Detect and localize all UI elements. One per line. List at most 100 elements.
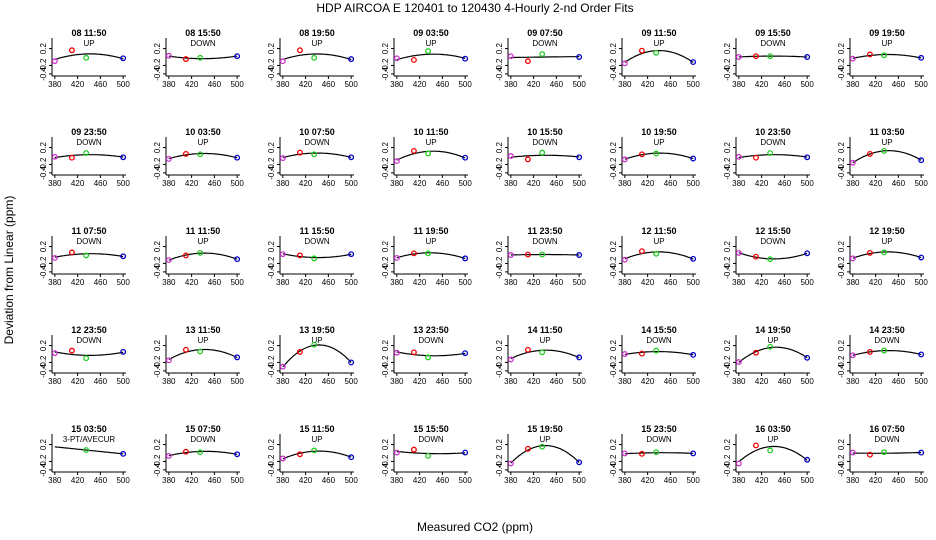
fit-curve <box>510 56 580 59</box>
x-tick-label: 420 <box>755 476 769 485</box>
panel-title: 11 19:50 <box>413 226 448 236</box>
x-tick-label: 460 <box>778 80 792 89</box>
x-tick-label: 500 <box>914 377 928 386</box>
y-tick-label: 0.2 <box>39 42 48 54</box>
x-tick-label: 460 <box>550 278 564 287</box>
y-tick-label: -0.2 <box>381 355 390 369</box>
data-point <box>849 159 856 166</box>
y-tick-label: -0.4 <box>495 165 504 179</box>
x-tick-label: 460 <box>550 80 564 89</box>
data-point <box>393 349 400 356</box>
panel-title: 09 19:50 <box>869 28 905 38</box>
data-point <box>849 55 856 62</box>
data-point <box>767 256 774 263</box>
x-tick-label: 420 <box>869 80 883 89</box>
panel-title: 12 23:50 <box>71 325 107 335</box>
x-axis-label: Measured CO2 (ppm) <box>417 520 533 534</box>
panel-title: 08 19:50 <box>299 28 335 38</box>
x-tick-label: 420 <box>413 278 427 287</box>
data-point <box>638 248 645 255</box>
data-point <box>462 154 469 161</box>
data-point <box>120 450 127 457</box>
data-point <box>410 250 417 257</box>
fit-curve <box>624 251 694 260</box>
data-point <box>182 56 189 63</box>
panel-direction: UP <box>539 435 550 444</box>
x-tick-label: 460 <box>664 80 678 89</box>
data-point <box>279 155 286 162</box>
fit-curve <box>852 451 922 454</box>
data-point <box>653 347 660 354</box>
x-tick-label: 380 <box>732 179 746 188</box>
data-point <box>348 56 355 63</box>
fit-curve <box>738 346 808 363</box>
data-point <box>752 349 759 356</box>
x-tick-label: 460 <box>892 278 906 287</box>
data-point <box>165 453 172 459</box>
y-tick-label: 0.2 <box>381 339 390 351</box>
y-tick-label: -0.4 <box>837 363 846 377</box>
x-tick-label: 500 <box>458 377 472 386</box>
panel-title: 14 15:50 <box>641 325 677 335</box>
x-tick-label: 420 <box>641 476 655 485</box>
data-point <box>182 448 189 455</box>
data-point <box>348 454 355 461</box>
y-tick-label: -0.2 <box>837 157 846 171</box>
y-tick-label: 0.2 <box>723 438 732 450</box>
x-tick-label: 420 <box>413 377 427 386</box>
x-tick-label: 460 <box>664 377 678 386</box>
data-point <box>638 151 645 158</box>
data-point <box>918 254 925 261</box>
x-tick-label: 500 <box>230 278 244 287</box>
x-tick-label: 500 <box>458 278 472 287</box>
x-tick-label: 420 <box>869 278 883 287</box>
x-tick-label: 460 <box>436 80 450 89</box>
x-tick-label: 380 <box>618 80 632 89</box>
panel-direction: DOWN <box>646 435 672 444</box>
x-tick-label: 380 <box>618 179 632 188</box>
panel-direction: DOWN <box>76 138 102 147</box>
y-tick-label: -0.4 <box>267 165 276 179</box>
data-point <box>279 58 286 65</box>
data-point <box>165 357 172 364</box>
y-tick-label: -0.4 <box>381 165 390 179</box>
x-tick-label: 500 <box>458 80 472 89</box>
x-tick-label: 460 <box>664 278 678 287</box>
y-tick-label: -0.4 <box>381 462 390 476</box>
data-point <box>68 249 75 256</box>
y-tick-label: -0.4 <box>723 462 732 476</box>
fit-curve <box>54 253 124 258</box>
y-tick-label: -0.2 <box>381 454 390 468</box>
x-tick-label: 420 <box>755 377 769 386</box>
fit-curve <box>282 450 352 460</box>
data-point <box>524 251 531 258</box>
x-tick-label: 380 <box>276 377 290 386</box>
panel-direction: UP <box>197 138 208 147</box>
x-tick-label: 460 <box>664 179 678 188</box>
panel-title: 09 11:50 <box>641 28 676 38</box>
data-point <box>638 350 645 357</box>
x-tick-label: 380 <box>504 80 518 89</box>
data-point <box>881 449 888 456</box>
y-tick-label: 0.2 <box>723 240 732 252</box>
x-tick-label: 500 <box>116 377 130 386</box>
y-tick-label: -0.4 <box>267 363 276 377</box>
data-point <box>182 252 189 259</box>
fit-curve <box>396 450 466 455</box>
panel-direction: UP <box>311 435 322 444</box>
y-tick-label: 0.2 <box>609 42 618 54</box>
panel-direction: UP <box>539 336 550 345</box>
data-point <box>690 450 697 457</box>
data-point <box>866 348 873 355</box>
